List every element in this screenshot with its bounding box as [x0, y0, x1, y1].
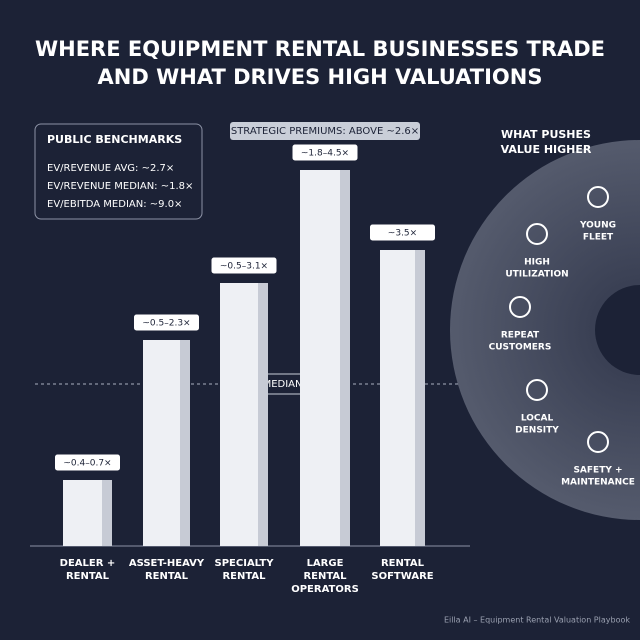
drivers-title: WHAT PUSHES — [501, 128, 591, 141]
driver-label: UTILIZATION — [505, 270, 568, 280]
building-shade — [340, 170, 350, 546]
building-shade — [102, 480, 112, 546]
driver-label: YOUNG — [579, 221, 616, 231]
driver-label: DENSITY — [515, 426, 559, 436]
driver-label: REPEAT — [501, 331, 540, 341]
premium-label: STRATEGIC PREMIUMS: ABOVE ~2.6× — [231, 126, 419, 137]
ring-hole — [595, 285, 640, 375]
building-shade — [415, 250, 425, 546]
benchmark-item: EV/REVENUE AVG: ~2.7× — [47, 163, 174, 174]
driver-label: MAINTENANCE — [561, 478, 635, 488]
segment-label: RENTAL — [145, 571, 189, 582]
segment-label: RENTAL — [303, 571, 347, 582]
driver-label: FLEET — [583, 233, 614, 243]
segment-label: SOFTWARE — [371, 571, 433, 582]
driver-label: CUSTOMERS — [489, 343, 552, 353]
benchmark-item: EV/EBITDA MEDIAN: ~9.0× — [47, 199, 182, 210]
segment-label: RENTAL — [222, 571, 266, 582]
median-label: PUBLIC MEDIAN ~1.8× — [224, 379, 339, 390]
range-pill — [369, 223, 436, 242]
segment-label: ASSET-HEAVY — [129, 558, 205, 569]
title: WHERE EQUIPMENT RENTAL BUSINESSES TRADE — [35, 37, 605, 61]
benchmark-title: PUBLIC BENCHMARKS — [47, 133, 182, 146]
building-shade — [258, 283, 268, 546]
driver-icon — [526, 223, 548, 245]
range-pill — [54, 453, 121, 472]
driver-label: SAFETY + — [573, 466, 622, 476]
driver-label: HIGH — [524, 258, 550, 268]
driver-icon — [587, 186, 609, 208]
premium-pill — [230, 122, 420, 140]
building-shade — [180, 340, 190, 546]
range-label: ~1.8–4.5× — [301, 149, 349, 159]
footer: Eilla AI – Equipment Rental Valuation Pl… — [444, 616, 630, 625]
driver-icon — [587, 431, 609, 453]
driver-icon — [526, 379, 548, 401]
benchmark-box — [34, 123, 203, 220]
segment-label: OPERATORS — [291, 584, 359, 595]
title: AND WHAT DRIVES HIGH VALUATIONS — [98, 65, 543, 89]
segment-label: SPECIALTY — [215, 558, 275, 569]
segment-label: DEALER + — [60, 558, 116, 569]
driver-icon — [509, 296, 531, 318]
range-pill — [291, 143, 359, 162]
segment-label: LARGE — [307, 558, 344, 569]
benchmark-item: EV/REVENUE MEDIAN: ~1.8× — [47, 181, 193, 192]
range-label: ~0.4–0.7× — [63, 459, 111, 469]
driver-ring — [450, 140, 640, 520]
segment-label: RENTAL — [381, 558, 425, 569]
range-label: ~3.5× — [388, 229, 417, 239]
range-pill — [133, 313, 200, 332]
drivers-title: VALUE HIGHER — [501, 143, 592, 156]
driver-label: LOCAL — [521, 414, 554, 424]
range-label: ~0.5–3.1× — [220, 262, 268, 272]
range-label: ~0.5–2.3× — [142, 319, 190, 329]
range-pill — [210, 256, 278, 275]
segment-label: RENTAL — [66, 571, 110, 582]
